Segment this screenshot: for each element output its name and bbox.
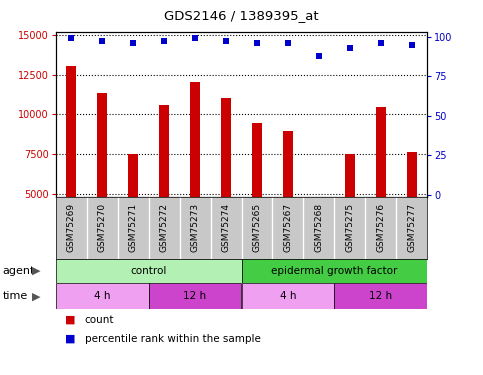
Point — [67, 35, 75, 41]
Text: count: count — [85, 315, 114, 325]
Bar — [344, 154, 355, 197]
Bar — [190, 82, 200, 197]
Bar — [242, 283, 334, 309]
Text: GSM75270: GSM75270 — [98, 203, 107, 252]
Text: ▶: ▶ — [32, 291, 41, 301]
Text: 12 h: 12 h — [369, 291, 393, 301]
Bar — [149, 283, 242, 309]
Point — [284, 40, 292, 46]
Text: GSM75274: GSM75274 — [222, 203, 230, 252]
Bar — [128, 154, 139, 197]
Point — [253, 40, 261, 46]
Text: GSM75276: GSM75276 — [376, 203, 385, 252]
Text: GSM75265: GSM75265 — [253, 203, 261, 252]
Text: 4 h: 4 h — [94, 291, 110, 301]
Bar — [97, 93, 107, 197]
Point — [129, 40, 137, 46]
Text: GSM75275: GSM75275 — [345, 203, 355, 252]
Bar — [313, 197, 325, 268]
Text: epidermal growth factor: epidermal growth factor — [271, 266, 398, 276]
Bar — [56, 259, 242, 283]
Point — [98, 38, 106, 44]
Point — [377, 40, 385, 46]
Bar — [334, 283, 427, 309]
Point — [160, 38, 168, 44]
Point — [315, 53, 323, 58]
Bar — [252, 123, 262, 197]
Point — [191, 35, 199, 41]
Text: 4 h: 4 h — [280, 291, 296, 301]
Point — [346, 45, 354, 51]
Text: agent: agent — [2, 266, 35, 276]
Text: GSM75273: GSM75273 — [190, 203, 199, 252]
Bar — [407, 153, 417, 197]
Bar — [221, 98, 231, 197]
Text: GSM75277: GSM75277 — [408, 203, 416, 252]
Bar — [56, 283, 149, 309]
Text: GSM75269: GSM75269 — [67, 203, 75, 252]
Point — [222, 38, 230, 44]
Text: ■: ■ — [65, 334, 76, 344]
Bar — [66, 66, 76, 197]
Text: 12 h: 12 h — [184, 291, 207, 301]
Point — [408, 42, 416, 48]
Text: control: control — [130, 266, 167, 276]
Bar — [242, 259, 427, 283]
Text: GDS2146 / 1389395_at: GDS2146 / 1389395_at — [164, 9, 319, 22]
Text: GSM75271: GSM75271 — [128, 203, 138, 252]
Bar — [158, 105, 170, 197]
Text: ■: ■ — [65, 315, 76, 325]
Text: GSM75272: GSM75272 — [159, 203, 169, 252]
Bar — [283, 131, 293, 197]
Text: GSM75268: GSM75268 — [314, 203, 324, 252]
Text: percentile rank within the sample: percentile rank within the sample — [85, 334, 260, 344]
Text: ▶: ▶ — [32, 266, 41, 276]
Text: GSM75267: GSM75267 — [284, 203, 293, 252]
Text: time: time — [2, 291, 28, 301]
Bar — [376, 107, 386, 197]
